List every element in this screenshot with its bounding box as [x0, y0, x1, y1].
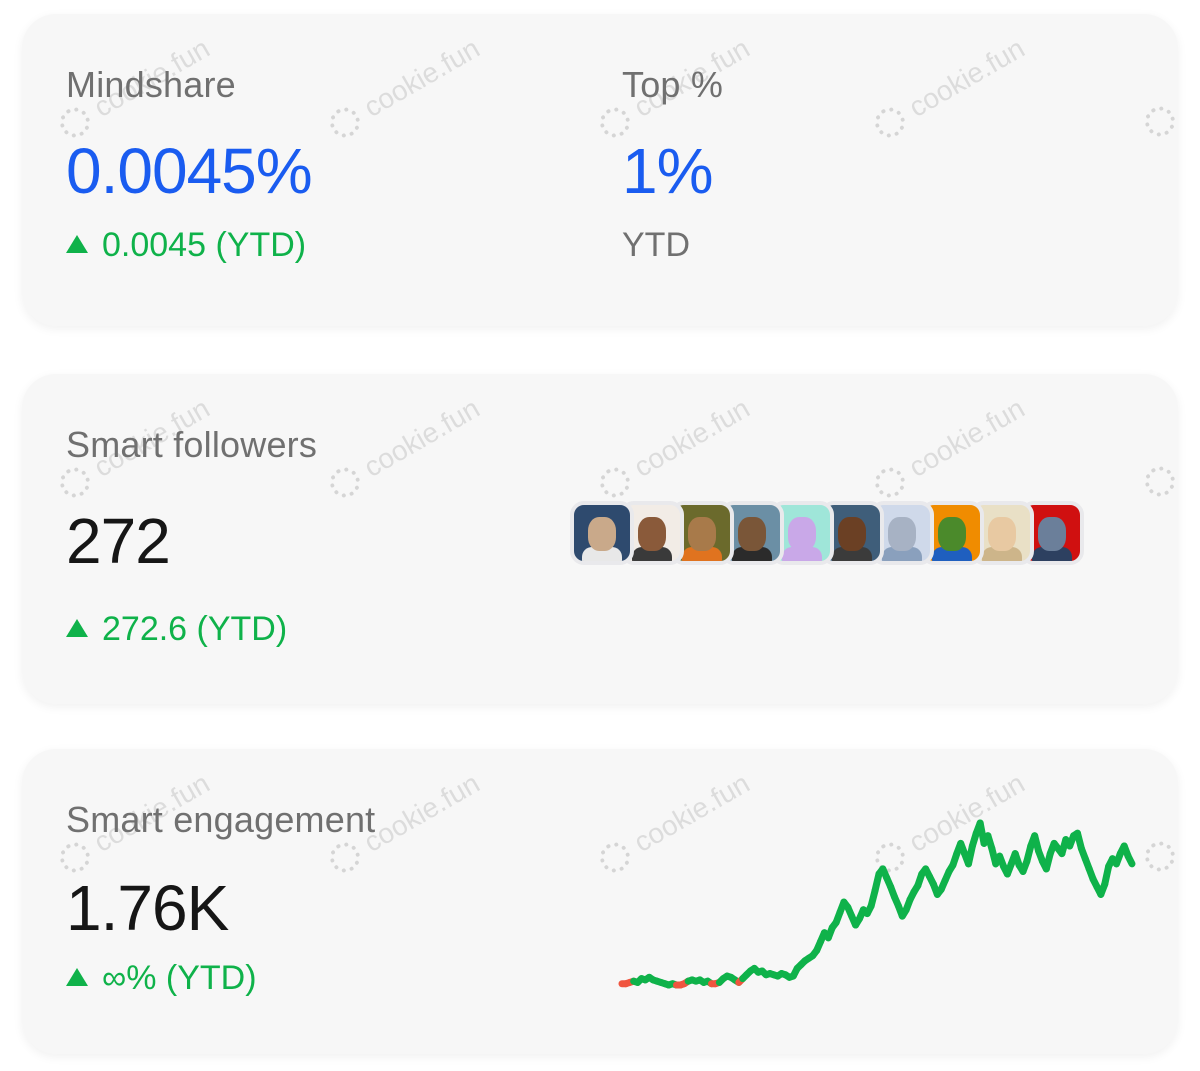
cookie-logo-icon [1139, 101, 1178, 142]
top-percent-label: Top % [622, 64, 724, 105]
smart-engagement-card: cookie.fun cookie.fun cookie.fun cookie.… [22, 749, 1178, 1054]
watermark [1139, 456, 1178, 502]
avatar-body [582, 547, 622, 561]
cookie-logo-icon [1139, 836, 1178, 877]
avatar-body [782, 547, 822, 561]
avatar-face [688, 517, 716, 551]
avatar-body [882, 547, 922, 561]
watermark: cookie.fun [594, 392, 755, 504]
smart-followers-label: Smart followers [66, 424, 318, 465]
follower-avatar-strip[interactable] [570, 501, 1084, 565]
sparkline-segment [1124, 852, 1136, 868]
engagement-sparkline-chart [618, 819, 1136, 989]
cookie-logo-icon [869, 462, 911, 503]
up-arrow-icon [66, 967, 88, 986]
follower-avatar-1[interactable] [570, 501, 634, 565]
smart-engagement-label: Smart engagement [66, 799, 376, 840]
smart-engagement-value: 1.76K [66, 872, 229, 944]
mindshare-delta: 0.0045 (YTD) [66, 226, 306, 265]
smart-engagement-delta: ∞% (YTD) [66, 959, 257, 998]
avatar-face [638, 517, 666, 551]
smart-followers-delta-text: 272.6 (YTD) [102, 610, 288, 648]
watermark: cookie.fun [869, 32, 1030, 144]
avatar-body [1032, 547, 1072, 561]
cookie-logo-icon [1139, 461, 1178, 502]
avatar-body [632, 547, 672, 561]
cookie-logo-icon [324, 462, 366, 503]
avatar-face [738, 517, 766, 551]
mindshare-value: 0.0045% [66, 135, 313, 207]
watermark: cookie.fun [324, 392, 485, 504]
avatar-face [888, 517, 916, 551]
cookie-logo-icon [869, 102, 911, 143]
avatar-body [682, 547, 722, 561]
watermark [1139, 831, 1178, 877]
avatar-face [938, 517, 966, 551]
avatar-face [788, 517, 816, 551]
up-arrow-icon [66, 234, 88, 253]
cookie-logo-icon [594, 462, 636, 503]
top-percent-value: 1% [622, 135, 713, 207]
avatar-face [588, 517, 616, 551]
smart-engagement-delta-text: ∞% (YTD) [102, 959, 257, 997]
avatar-body [832, 547, 872, 561]
watermark: cookie.fun [324, 32, 485, 144]
watermark [1139, 96, 1178, 142]
avatar-body [732, 547, 772, 561]
mindshare-card: cookie.fun cookie.fun cookie.fun cookie.… [22, 14, 1178, 326]
avatar-body [932, 547, 972, 561]
watermark: cookie.fun [869, 392, 1030, 504]
avatar-face [988, 517, 1016, 551]
cookie-logo-icon [54, 462, 96, 503]
mindshare-label: Mindshare [66, 64, 236, 105]
avatar-body [982, 547, 1022, 561]
mindshare-delta-text: 0.0045 (YTD) [102, 226, 307, 264]
smart-followers-delta: 272.6 (YTD) [66, 610, 287, 649]
cookie-logo-icon [324, 837, 366, 878]
avatar-face [838, 517, 866, 551]
avatar-face [1038, 517, 1066, 551]
smart-followers-value: 272 [66, 505, 171, 577]
up-arrow-icon [66, 618, 88, 637]
cookie-logo-icon [324, 102, 366, 143]
top-percent-period: YTD [622, 226, 690, 264]
smart-followers-card: cookie.fun cookie.fun cookie.fun cookie.… [22, 374, 1178, 704]
